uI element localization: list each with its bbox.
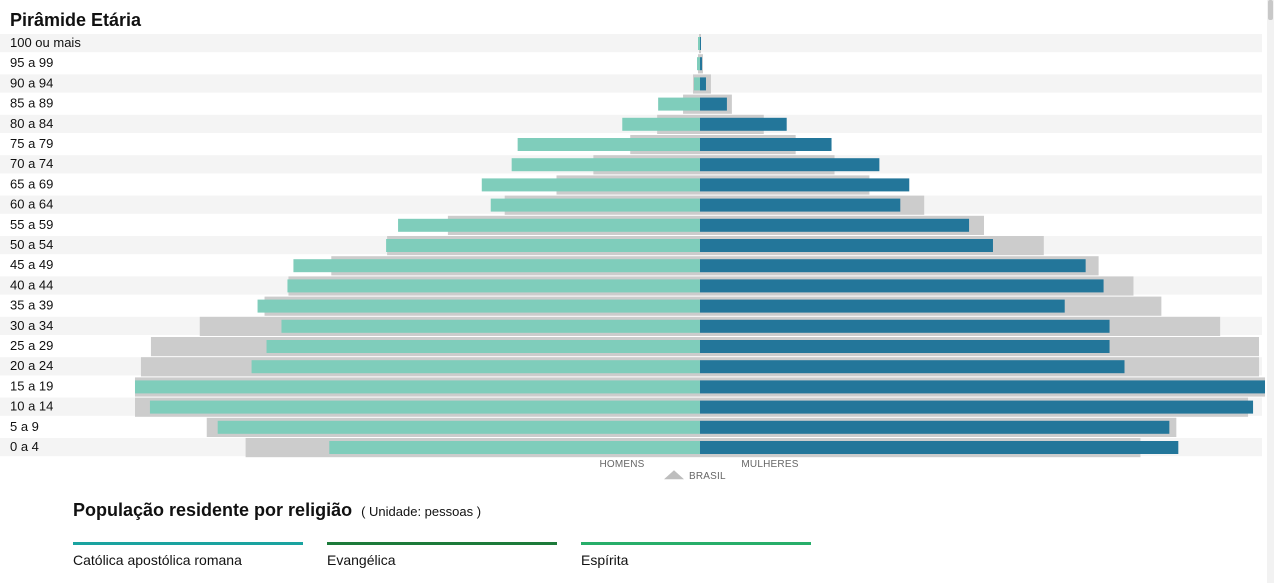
age-group-label: 10 a 14 <box>10 399 53 414</box>
legend-unit: ( Unidade: pessoas ) <box>361 504 482 519</box>
bar-homens <box>281 319 700 333</box>
age-group-label: 15 a 19 <box>10 378 53 393</box>
age-group-label: 30 a 34 <box>10 318 53 333</box>
bar-mulheres <box>700 380 1266 394</box>
age-group-label: 55 a 59 <box>10 217 53 232</box>
axis-caption-mulheres: MULHERES <box>741 459 798 470</box>
age-group-label: 5 a 9 <box>10 419 39 434</box>
legend-item-catolica[interactable]: Católica apostólica romana <box>73 542 303 568</box>
age-pyramid-chart: 100 ou mais 95 a 99 90 a 94 85 a 89 80 a 84 7… <box>0 34 1266 482</box>
bar-mulheres <box>700 178 910 192</box>
age-group-label: 90 a 94 <box>10 75 53 90</box>
bar-mulheres <box>700 420 1170 434</box>
bar-mulheres <box>700 299 1065 313</box>
bar-homens <box>658 97 700 111</box>
religion-legend: Católica apostólica romana Evangélica Es… <box>73 542 811 568</box>
bar-homens <box>149 400 701 414</box>
legend-item-evangelica[interactable]: Evangélica <box>327 542 557 568</box>
age-group-label: 45 a 49 <box>10 257 53 272</box>
row-stripe <box>0 34 1262 53</box>
bar-homens <box>251 360 700 374</box>
bar-mulheres <box>700 198 901 212</box>
axis-caption-homens: HOMENS <box>599 459 644 470</box>
vertical-scrollbar[interactable] <box>1267 0 1274 583</box>
legend-title-text: População residente por religião <box>73 500 353 520</box>
legend-item-label: Católica apostólica romana <box>73 552 242 568</box>
age-group-label: 20 a 24 <box>10 358 53 373</box>
bar-homens <box>217 420 700 434</box>
scrollbar-thumb[interactable] <box>1268 0 1273 20</box>
age-group-label: 85 a 89 <box>10 96 53 111</box>
legend-label-brasil: BRASIL <box>689 471 726 482</box>
age-group-label: 75 a 79 <box>10 136 53 151</box>
bar-homens <box>293 259 700 273</box>
legend-item-espirita[interactable]: Espírita <box>581 542 811 568</box>
bar-homens <box>398 218 700 232</box>
bar-mulheres <box>700 158 880 172</box>
age-group-label: 95 a 99 <box>10 55 53 70</box>
bar-homens <box>698 37 700 50</box>
bar-mulheres <box>700 259 1086 273</box>
bar-mulheres <box>700 279 1104 293</box>
bar-homens <box>517 138 700 151</box>
bar-homens <box>622 117 700 131</box>
bar-homens <box>266 340 700 353</box>
age-group-label: 25 a 29 <box>10 338 53 353</box>
age-group-label: 70 a 74 <box>10 156 53 171</box>
bar-mulheres <box>700 37 701 50</box>
bar-mulheres <box>700 57 702 71</box>
age-group-label: 80 a 84 <box>10 116 53 131</box>
age-group-label: 50 a 54 <box>10 237 53 252</box>
bar-homens <box>287 279 700 293</box>
bar-homens <box>490 198 700 212</box>
age-group-label: 40 a 44 <box>10 277 53 292</box>
bar-mulheres <box>700 340 1110 353</box>
bar-homens <box>481 178 700 192</box>
bar-mulheres <box>700 360 1125 374</box>
bar-mulheres <box>700 77 706 91</box>
brasil-legend-marker <box>664 470 684 480</box>
bar-mulheres <box>700 400 1254 414</box>
bar-mulheres <box>700 97 727 111</box>
age-group-label: 100 ou mais <box>10 35 81 50</box>
bar-mulheres <box>700 319 1110 333</box>
bar-homens <box>386 239 700 252</box>
age-group-label: 60 a 64 <box>10 197 53 212</box>
bar-homens <box>697 57 700 71</box>
bar-mulheres <box>700 117 787 131</box>
age-group-label: 35 a 39 <box>10 298 53 313</box>
bar-mulheres <box>700 138 832 151</box>
age-group-label: 65 a 69 <box>10 176 53 191</box>
legend-title: População residente por religião ( Unida… <box>73 500 481 521</box>
chart-title: Pirâmide Etária <box>10 10 142 30</box>
bar-homens <box>694 77 700 91</box>
bar-mulheres <box>700 441 1179 454</box>
bar-homens <box>511 158 700 172</box>
bar-mulheres <box>700 218 970 232</box>
age-group-label: 0 a 4 <box>10 439 39 454</box>
legend-item-label: Espírita <box>581 552 629 568</box>
bar-homens <box>134 380 700 394</box>
bar-homens <box>257 299 700 313</box>
bar-mulheres <box>700 239 993 252</box>
legend-item-label: Evangélica <box>327 552 396 568</box>
row-stripe <box>0 74 1262 93</box>
bar-homens <box>329 441 700 454</box>
